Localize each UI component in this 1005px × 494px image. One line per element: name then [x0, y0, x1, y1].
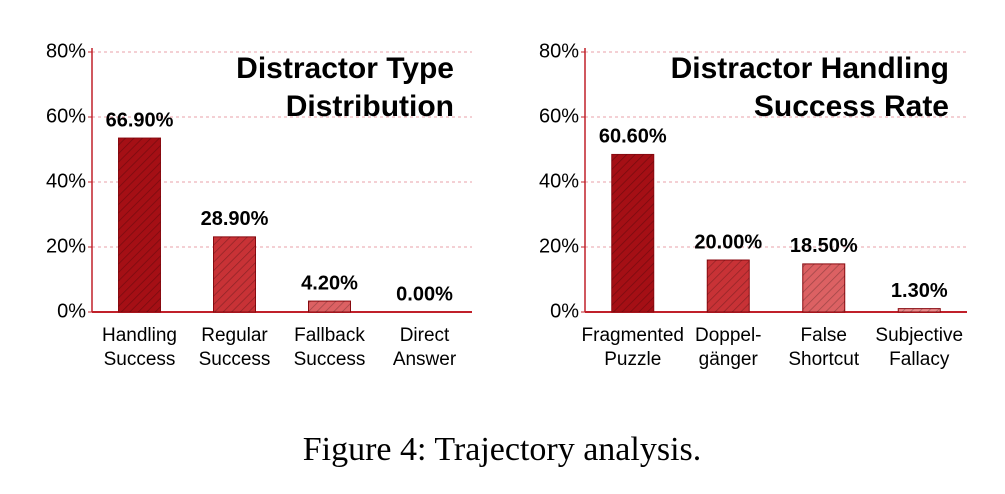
x-tick-label: Shortcut	[788, 349, 859, 370]
x-tick-label: Success	[104, 349, 176, 370]
x-tick-label: Fallback	[294, 325, 365, 346]
chart-title: Distractor Handling	[671, 52, 949, 85]
bar	[213, 236, 256, 313]
y-tick-label: 60%	[46, 105, 86, 127]
y-tick-label: 80%	[46, 40, 86, 62]
y-tick-label: 20%	[539, 235, 579, 257]
bar	[611, 153, 655, 313]
x-tick-label: Handling	[102, 325, 177, 346]
y-tick-label: 80%	[539, 40, 579, 62]
bar	[118, 137, 161, 313]
x-tick-label: Success	[294, 349, 366, 370]
caption: Figure 4: Trajectory analysis.	[303, 431, 702, 468]
x-tick-label: False	[801, 325, 847, 346]
data-label: 28.90%	[201, 208, 269, 230]
y-tick-label: 60%	[539, 105, 579, 127]
x-tick-label: Fragmented	[582, 325, 684, 346]
x-tick-label: Direct	[400, 325, 450, 346]
x-tick-label: Regular	[201, 325, 268, 346]
bar	[308, 300, 351, 313]
x-tick-label: Doppel-	[695, 325, 762, 346]
y-tick-label: 40%	[539, 170, 579, 192]
chart-title: Distribution	[286, 90, 454, 123]
x-tick-label: Puzzle	[604, 349, 661, 370]
data-label: 66.90%	[106, 109, 174, 131]
x-tick-label: Subjective	[875, 325, 963, 346]
y-tick-label: 40%	[46, 170, 86, 192]
chart-title: Distractor Type	[236, 52, 454, 85]
y-tick-label: 0%	[550, 300, 579, 322]
bar	[706, 259, 750, 313]
x-tick-label: Fallacy	[889, 349, 950, 370]
chart-title: Success Rate	[754, 90, 949, 123]
bar	[802, 263, 846, 313]
data-label: 60.60%	[599, 126, 667, 148]
data-label: 4.20%	[301, 272, 358, 294]
x-tick-label: Success	[199, 349, 271, 370]
x-tick-label: Answer	[393, 349, 457, 370]
data-label: 20.00%	[694, 231, 762, 253]
data-label: 18.50%	[790, 235, 858, 257]
bar	[897, 308, 941, 313]
y-tick-label: 0%	[57, 300, 86, 322]
y-tick-label: 20%	[46, 235, 86, 257]
x-tick-label: gänger	[699, 349, 759, 370]
data-label: 1.30%	[891, 280, 948, 302]
data-label: 0.00%	[396, 283, 453, 305]
